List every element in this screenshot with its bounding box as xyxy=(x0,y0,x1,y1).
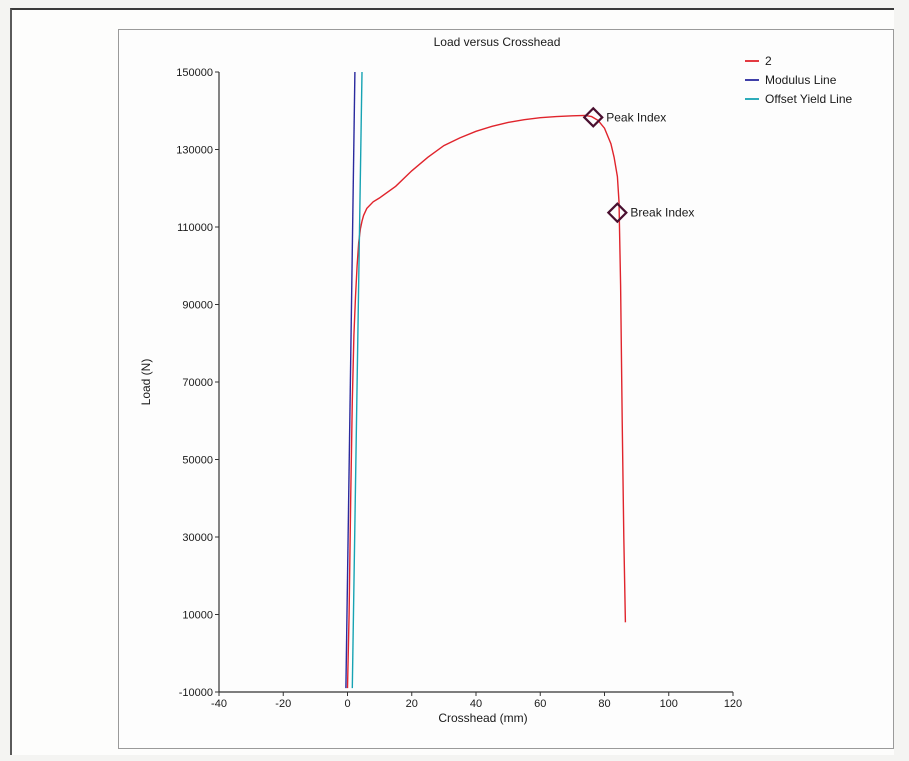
axes xyxy=(218,72,733,693)
x-tick-label: 120 xyxy=(724,698,742,710)
x-tick-label: 100 xyxy=(660,698,678,710)
series-line-2 xyxy=(346,114,627,689)
x-tick-label: 40 xyxy=(470,698,482,710)
peak-index-label: Peak Index xyxy=(606,110,666,124)
y-tick-label: 50000 xyxy=(182,455,213,467)
y-tick-label: 30000 xyxy=(182,532,213,544)
x-tick-label: -20 xyxy=(275,698,291,710)
y-tick-label: 150000 xyxy=(176,67,213,79)
chart-frame xyxy=(118,29,894,749)
x-tick-label: 20 xyxy=(406,698,418,710)
x-axis-label: Crosshead (mm) xyxy=(438,711,527,725)
y-tick-label: 130000 xyxy=(176,145,213,157)
chart-title: Load versus Crosshead xyxy=(434,35,561,49)
y-axis-label: Load (N) xyxy=(139,359,153,406)
y-tick-label: 110000 xyxy=(177,222,213,234)
y-tick-label: -10000 xyxy=(179,687,213,699)
legend-label: Offset Yield Line xyxy=(765,92,852,106)
series-line-modulus-line xyxy=(345,71,356,689)
peak-index-marker xyxy=(582,106,604,128)
legend-label: Modulus Line xyxy=(765,73,837,87)
x-tick-label: 80 xyxy=(598,698,610,710)
series-layer xyxy=(345,71,627,689)
x-ticks: -40 -20 0 20 40 60 80 100 120 xyxy=(211,692,742,710)
y-tick-label: 90000 xyxy=(182,300,213,312)
y-ticks: -10000 10000 30000 50000 70000 90000 110000 130… xyxy=(176,67,219,699)
legend: 2 Modulus Line Offset Yield Line xyxy=(745,54,852,106)
x-tick-label: 60 xyxy=(534,698,546,710)
break-index-marker xyxy=(606,202,628,224)
annotation-layer: Peak Index Break Index xyxy=(582,106,694,224)
y-tick-label: 10000 xyxy=(182,610,213,622)
x-tick-label: -40 xyxy=(211,698,227,710)
x-tick-label: 0 xyxy=(344,698,350,710)
break-index-label: Break Index xyxy=(630,206,694,220)
y-tick-label: 70000 xyxy=(182,377,213,389)
series-line-offset-yield-line xyxy=(351,71,363,689)
legend-label: 2 xyxy=(765,54,772,68)
